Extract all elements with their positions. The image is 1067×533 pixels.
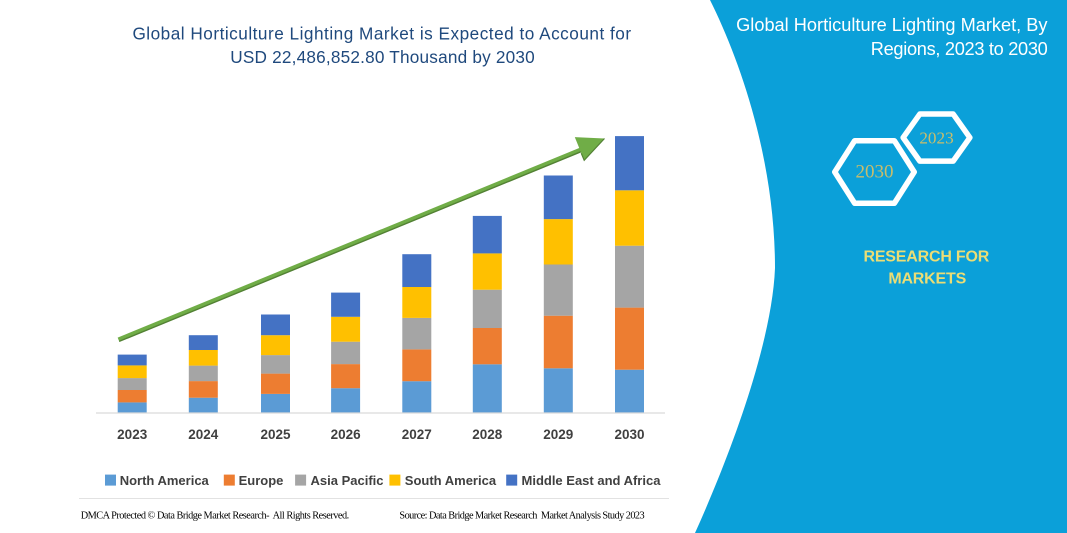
svg-text:2028: 2028 [472, 427, 503, 442]
svg-text:2026: 2026 [331, 427, 362, 442]
svg-text:2027: 2027 [402, 427, 432, 442]
svg-text:Regions, 2023 to 2030: Regions, 2023 to 2030 [871, 39, 1048, 59]
svg-text:Europe: Europe [239, 473, 284, 488]
svg-text:Global Horticulture Lighting M: Global Horticulture Lighting Market is E… [132, 24, 631, 44]
svg-text:Asia Pacific: Asia Pacific [311, 473, 384, 488]
svg-text:North America: North America [120, 473, 210, 488]
svg-text:USD 22,486,852.80 Thousand by: USD 22,486,852.80 Thousand by 2030 [230, 47, 535, 67]
svg-text:DMCA Protected © Data Bridge M: DMCA Protected © Data Bridge Market Rese… [81, 511, 349, 522]
svg-text:South America: South America [405, 473, 497, 488]
svg-text:2024: 2024 [188, 427, 219, 442]
svg-text:2029: 2029 [543, 427, 573, 442]
svg-text:2025: 2025 [260, 427, 291, 442]
svg-text:2023: 2023 [117, 427, 148, 442]
svg-text:Global Horticulture Lighting M: Global Horticulture Lighting Market, By [736, 15, 1048, 35]
svg-text:RESEARCH FOR: RESEARCH FOR [863, 249, 989, 266]
svg-text:Middle East and Africa: Middle East and Africa [522, 473, 662, 488]
svg-text:2030: 2030 [614, 427, 644, 442]
svg-text:2023: 2023 [919, 128, 953, 147]
svg-text:MARKETS: MARKETS [888, 271, 966, 288]
svg-text:2030: 2030 [856, 162, 894, 183]
svg-text:Source: Data Bridge Market Res: Source: Data Bridge Market Research Mark… [399, 511, 644, 522]
